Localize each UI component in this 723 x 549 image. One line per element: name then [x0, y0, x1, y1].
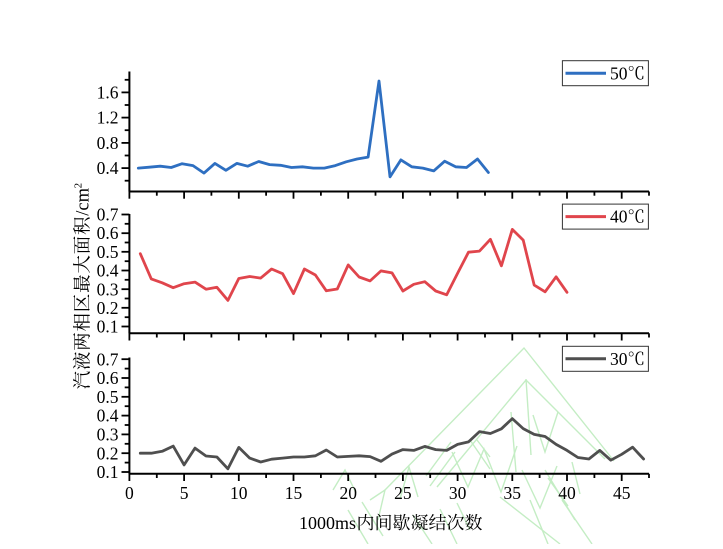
svg-text:0.5: 0.5 [97, 387, 119, 407]
svg-text:10: 10 [230, 483, 248, 503]
svg-text:0.2: 0.2 [97, 443, 119, 463]
svg-text:0.7: 0.7 [97, 205, 119, 225]
svg-text:30: 30 [449, 483, 467, 503]
svg-text:0.6: 0.6 [97, 368, 119, 388]
svg-text:0.1: 0.1 [97, 462, 119, 482]
svg-text:0.7: 0.7 [97, 349, 119, 369]
svg-text:0.4: 0.4 [97, 158, 119, 178]
svg-text:0.5: 0.5 [97, 242, 119, 262]
svg-text:30: 30 [610, 349, 628, 369]
svg-text:20: 20 [339, 483, 357, 503]
svg-text:1000ms: 1000ms [299, 513, 356, 533]
svg-text:/cm: /cm [74, 187, 94, 215]
svg-text:25: 25 [394, 483, 412, 503]
svg-text:0.8: 0.8 [97, 133, 119, 153]
svg-text:1.6: 1.6 [97, 83, 119, 103]
svg-text:0.4: 0.4 [97, 261, 119, 281]
svg-text:40: 40 [610, 207, 628, 227]
svg-text:0.2: 0.2 [97, 298, 119, 318]
svg-text:0.3: 0.3 [97, 279, 119, 299]
svg-text:45: 45 [613, 483, 631, 503]
svg-text:50: 50 [610, 63, 628, 83]
svg-text:35: 35 [504, 483, 522, 503]
svg-text:0: 0 [125, 483, 134, 503]
svg-text:40: 40 [558, 483, 576, 503]
svg-text:1.2: 1.2 [97, 108, 119, 128]
svg-text:15: 15 [285, 483, 303, 503]
svg-text:0.1: 0.1 [97, 317, 119, 337]
svg-text:0.3: 0.3 [97, 425, 119, 445]
svg-text:5: 5 [180, 483, 189, 503]
svg-text:2: 2 [73, 183, 85, 189]
svg-text:0.6: 0.6 [97, 223, 119, 243]
svg-text:0.4: 0.4 [97, 406, 119, 426]
